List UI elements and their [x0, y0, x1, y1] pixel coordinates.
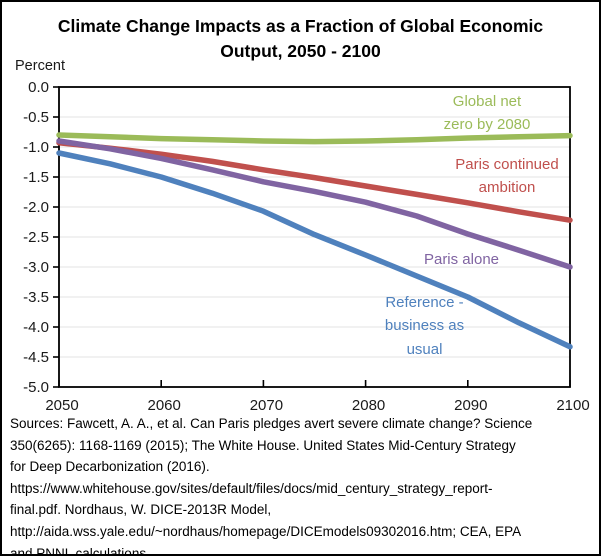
x-tick-label: 2090 [454, 397, 487, 414]
x-tick-label: 2070 [250, 397, 283, 414]
x-tick-label: 2060 [148, 397, 181, 414]
series-label-paris-alone: Paris alone [423, 251, 500, 268]
y-tick-label: -1.0 [23, 139, 49, 156]
series-line-global-net-zero-by-2080 [56, 132, 573, 145]
chart-title: Climate Change Impacts as a Fraction of … [57, 16, 544, 62]
y-tick-label: -3.0 [23, 259, 49, 276]
series-line-paris-continued-ambition [56, 140, 573, 223]
y-tick-label: -3.5 [23, 289, 49, 306]
series-label-paris-continued-ambition: Paris continued ambition [455, 156, 559, 197]
plot-area: 0.0 -0.5 -1.0 -1.5 -2.0 -2.5 -3.0 -3.5 -4.0 -4.5 -… [23, 79, 590, 414]
x-tick-label: 2050 [45, 397, 78, 414]
y-tick-label: -2.0 [23, 199, 49, 216]
y-tick-label: -5.0 [23, 379, 49, 396]
series-line-reference-business-as-usual [56, 150, 573, 350]
y-tick-label: -2.5 [23, 229, 49, 246]
y-tick-label: -0.5 [23, 109, 49, 126]
y-axis-unit-label: Percent [15, 58, 65, 74]
x-tick-label: 2080 [352, 397, 385, 414]
y-tick-label: 0.0 [28, 79, 49, 96]
series-label-reference-bau: Reference - business as usual [384, 294, 465, 358]
sources-text: Sources: Fawcett, A. A., et al. Can Pari… [10, 416, 533, 556]
series-label-global-net-zero: Global net zero by 2080 [443, 93, 531, 134]
x-tick-label: 2100 [556, 397, 589, 414]
y-tick-label: -1.5 [23, 169, 49, 186]
y-tick-label: -4.0 [23, 319, 49, 336]
y-tick-label: -4.5 [23, 349, 49, 366]
series-line-paris-alone [56, 138, 573, 270]
